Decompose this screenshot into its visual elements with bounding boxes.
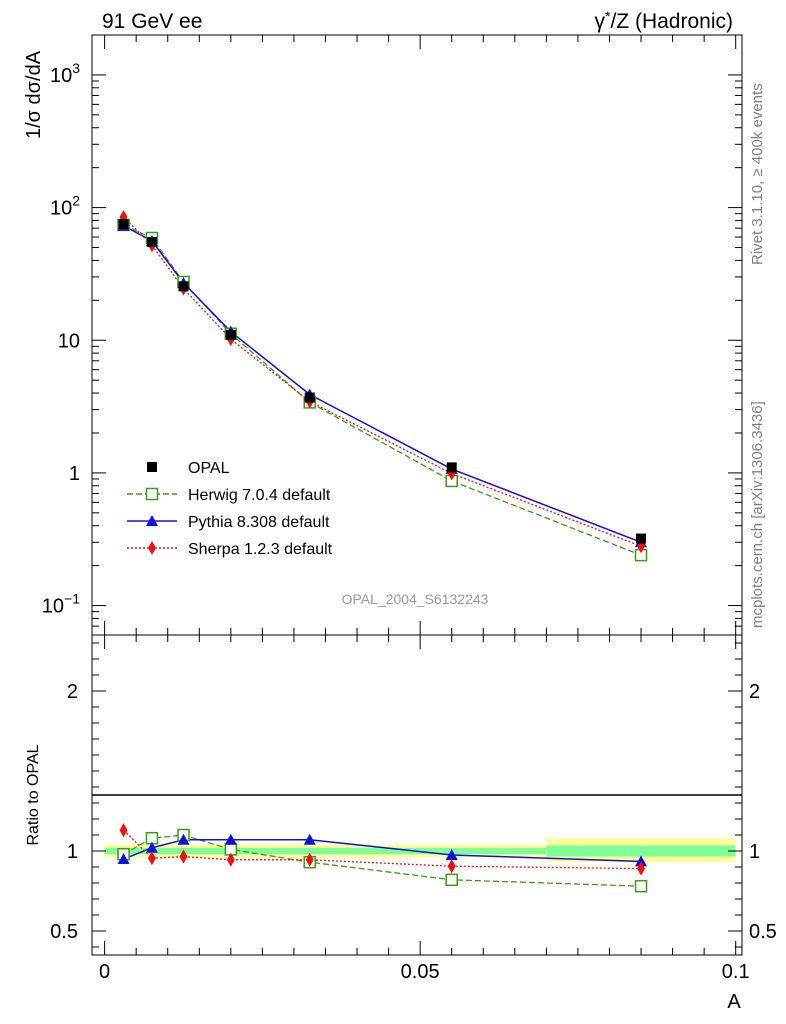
main-point-data bbox=[225, 329, 236, 340]
gamma-symbol: γ bbox=[595, 10, 606, 33]
main-y-tick-base: 1 bbox=[69, 463, 80, 485]
analysis-tag: OPAL_2004_S6132243 bbox=[342, 591, 489, 607]
legend-label-sherpa: Sherpa 1.2.3 default bbox=[188, 541, 333, 558]
main-point-data bbox=[146, 237, 157, 248]
ratio-point-sherpa bbox=[179, 849, 188, 864]
main-y-tick-base: 10 bbox=[50, 198, 72, 220]
ratio-series-markers bbox=[117, 823, 648, 893]
channel-label: γ*/Z (Hadronic) bbox=[595, 8, 733, 33]
legend-marker-pythia bbox=[146, 515, 158, 526]
main-y-tick-label: 103 bbox=[50, 60, 80, 87]
ratio-point-sherpa bbox=[637, 861, 646, 876]
x-tick-label: 0.1 bbox=[722, 961, 750, 983]
x-tick-label: 0.05 bbox=[401, 961, 440, 983]
ratio-y-tick-label-right: 1 bbox=[749, 841, 760, 863]
main-y-tick-exponent: 2 bbox=[72, 193, 80, 209]
legend-label-data: OPAL bbox=[188, 460, 230, 477]
ratio-point-pythia bbox=[303, 833, 316, 845]
ratio-y-tick-label-right: 2 bbox=[749, 681, 760, 703]
ratio-plot-frame bbox=[91, 634, 743, 956]
main-y-tick-exponent: −1 bbox=[64, 591, 80, 607]
main-point-data bbox=[118, 219, 129, 230]
legend-label-herwig: Herwig 7.0.4 default bbox=[188, 487, 331, 504]
ratio-point-pythia bbox=[224, 833, 237, 845]
ratio-point-pythia bbox=[177, 833, 190, 845]
main-point-data bbox=[446, 462, 457, 473]
ratio-point-sherpa bbox=[119, 823, 128, 838]
ratio-point-pythia bbox=[445, 849, 458, 860]
legend-marker-sherpa bbox=[148, 541, 156, 555]
main-point-data bbox=[178, 281, 189, 292]
legend-marker-herwig bbox=[145, 487, 159, 501]
ratio-point-sherpa bbox=[147, 851, 156, 866]
main-y-tick-label: 1 bbox=[69, 463, 80, 485]
ratio-point-sherpa bbox=[447, 859, 456, 874]
mcplots-credit-label: mcplots.cern.ch [arXiv:1306.3436] bbox=[749, 401, 766, 628]
main-y-tick-base: 10 bbox=[58, 330, 80, 352]
rivet-version-label: Rivet 3.1.10, ≥ 400k events bbox=[749, 83, 766, 265]
main-y-tick-label: 10 bbox=[58, 330, 80, 352]
ratio-point-herwig bbox=[634, 879, 648, 893]
x-tick-label: 0 bbox=[99, 961, 110, 983]
ratio-point-pythia bbox=[117, 853, 130, 864]
ratio-y-tick-label-left: 2 bbox=[67, 681, 78, 703]
main-point-data bbox=[304, 392, 315, 403]
ratio-point-pythia bbox=[145, 841, 158, 853]
process-label: 91 GeV ee bbox=[102, 10, 202, 33]
main-series-lines bbox=[123, 216, 642, 556]
ratio-point-sherpa bbox=[305, 852, 314, 867]
main-y-tick-base: 10 bbox=[42, 596, 64, 618]
legend: OPAL Herwig 7.0.4 default Pythia 8.308 def… bbox=[127, 460, 333, 558]
ratio-point-pythia bbox=[635, 855, 648, 867]
legend-label-pythia: Pythia 8.308 default bbox=[188, 514, 330, 531]
legend-marker-data bbox=[147, 462, 157, 472]
main-y-tick-base: 10 bbox=[50, 65, 72, 87]
ratio-band-inner bbox=[104, 847, 547, 855]
main-y-tick-label: 10−1 bbox=[42, 591, 80, 618]
ratio-y-tick-label-left: 0.5 bbox=[50, 921, 78, 943]
ratio-panel: 2 2 1 1 0.5 0.5 0 0.05 0.1 Ratio to OPAL A bbox=[25, 634, 777, 1013]
channel-rest: /Z (Hadronic) bbox=[610, 10, 733, 33]
main-line-herwig bbox=[123, 224, 642, 556]
star-superscript: * bbox=[605, 8, 611, 24]
ratio-y-axis-label: Ratio to OPAL bbox=[25, 744, 42, 845]
ratio-point-sherpa bbox=[226, 852, 235, 867]
ratio-ticks: 2 2 1 1 0.5 0.5 0 0.05 0.1 bbox=[50, 635, 777, 983]
main-point-data bbox=[636, 533, 647, 544]
ratio-y-tick-label-left: 1 bbox=[67, 841, 78, 863]
ratio-point-herwig bbox=[445, 873, 458, 887]
ratio-y-tick-label-right: 0.5 bbox=[749, 921, 777, 943]
x-axis-label: A bbox=[727, 991, 741, 1013]
main-y-tick-exponent: 3 bbox=[72, 60, 80, 76]
main-y-axis-label: 1/σ dσ/dA bbox=[23, 50, 45, 139]
ratio-band-inner bbox=[546, 845, 736, 857]
ratio-uncertainty-band bbox=[104, 838, 736, 863]
main-y-tick-label: 102 bbox=[50, 193, 80, 220]
main-series-markers bbox=[117, 209, 648, 562]
